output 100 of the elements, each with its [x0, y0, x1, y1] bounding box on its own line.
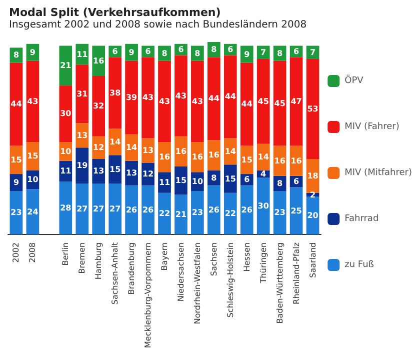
data-label: 44 — [224, 92, 236, 102]
bar — [125, 134, 138, 161]
data-label: 27 — [76, 204, 88, 214]
x-tick-label: Rheinland-Pfalz — [292, 242, 301, 304]
bar — [59, 46, 72, 86]
bar — [174, 136, 188, 166]
data-label: 13 — [126, 168, 138, 178]
data-label: 6 — [294, 177, 300, 186]
data-label: 6 — [145, 46, 152, 56]
bar — [76, 148, 89, 184]
data-label: 32 — [93, 102, 104, 111]
data-label: 16 — [175, 146, 187, 156]
data-label: 16 — [290, 156, 302, 166]
data-label: 23 — [274, 208, 286, 218]
data-label: 23 — [192, 208, 204, 218]
bar — [240, 62, 254, 146]
bar — [142, 185, 154, 234]
bar — [256, 178, 270, 234]
x-tick-label: Sachsen — [209, 242, 218, 276]
data-label: 8 — [13, 50, 20, 60]
data-label: 27 — [110, 204, 121, 214]
bar — [191, 191, 204, 234]
bar — [59, 182, 72, 234]
data-label: 44 — [241, 100, 253, 109]
data-label: 15 — [224, 174, 236, 184]
data-label: 22 — [158, 209, 170, 218]
data-label: 13 — [76, 130, 88, 140]
bar — [142, 57, 154, 138]
bar — [207, 140, 220, 170]
data-label: 14 — [110, 137, 122, 146]
data-label: 14 — [126, 143, 138, 152]
data-label: 9 — [244, 50, 250, 59]
data-label: 43 — [192, 96, 204, 106]
data-label: 15 — [110, 164, 122, 174]
data-label: 13 — [93, 166, 104, 176]
data-label: 10 — [60, 146, 72, 156]
data-label: 30 — [60, 109, 72, 118]
bar — [108, 57, 122, 129]
bar — [76, 64, 89, 124]
x-tick-label: Thüringen — [258, 242, 268, 284]
data-label: 8 — [277, 48, 284, 58]
data-label: 23 — [10, 208, 22, 218]
data-label: 6 — [178, 45, 184, 54]
data-label: 26 — [208, 205, 220, 214]
bar — [306, 58, 320, 159]
bar — [256, 58, 270, 144]
bar — [76, 183, 89, 234]
data-label: 14 — [258, 152, 270, 162]
data-label: 24 — [27, 207, 39, 216]
x-tick-label: Bremen — [78, 242, 87, 274]
data-label: 15 — [241, 155, 253, 164]
data-label: 27 — [93, 204, 104, 214]
bar — [158, 142, 171, 172]
bar — [59, 85, 72, 142]
data-label: 43 — [175, 91, 187, 100]
bar — [224, 164, 237, 193]
bar — [224, 192, 237, 234]
data-label: 14 — [224, 146, 236, 156]
x-tick-label: Hessen — [242, 242, 252, 272]
bar — [290, 57, 303, 146]
x-tick-label: Baden-Württemberg — [275, 242, 284, 324]
x-tick-label: Nordrhein-Westfalen — [192, 242, 202, 324]
x-tick-label: Saarland — [308, 242, 318, 278]
data-label: 7 — [260, 48, 266, 57]
chart-title: Modal Split (Verkehrsaufkommen) — [9, 6, 221, 19]
data-label: 20 — [307, 211, 319, 220]
bar — [207, 185, 220, 234]
legend-label: MIV (Mitfahrer) — [344, 168, 412, 178]
chart-subtitle: Insgesamt 2002 und 2008 sowie nach Bundesländern 2008 — [9, 20, 307, 30]
data-label: 8 — [194, 48, 201, 58]
bar — [158, 192, 171, 234]
data-label: 21 — [175, 210, 187, 220]
data-label: 43 — [142, 93, 154, 102]
data-label: 25 — [290, 206, 302, 216]
data-label: 11 — [76, 50, 88, 59]
bar — [108, 183, 122, 234]
bar — [92, 183, 106, 234]
data-label: 10 — [27, 175, 39, 184]
data-label: 10 — [192, 177, 204, 186]
bar — [158, 60, 171, 142]
bar — [191, 142, 204, 172]
bar — [125, 185, 138, 234]
data-label: 6 — [244, 175, 250, 184]
x-tick-label: 2008 — [28, 242, 38, 263]
bar — [125, 60, 138, 134]
data-label: 28 — [60, 203, 72, 212]
x-tick-label: Berlin — [61, 242, 70, 266]
data-label: 21 — [60, 61, 72, 70]
data-label: 26 — [126, 205, 138, 214]
data-label: 7 — [310, 48, 316, 57]
data-label: 2 — [310, 190, 316, 200]
data-label: 45 — [274, 98, 286, 108]
x-tick-label: Sachsen-Anhalt — [110, 242, 120, 305]
x-tick-label: Schleswig-Holstein — [226, 242, 235, 318]
data-label: 15 — [10, 155, 22, 164]
data-label: 12 — [142, 170, 154, 179]
x-tick-label: 2002 — [12, 242, 21, 263]
data-label: 8 — [277, 178, 284, 188]
bar — [125, 44, 138, 61]
data-label: 26 — [241, 205, 253, 214]
